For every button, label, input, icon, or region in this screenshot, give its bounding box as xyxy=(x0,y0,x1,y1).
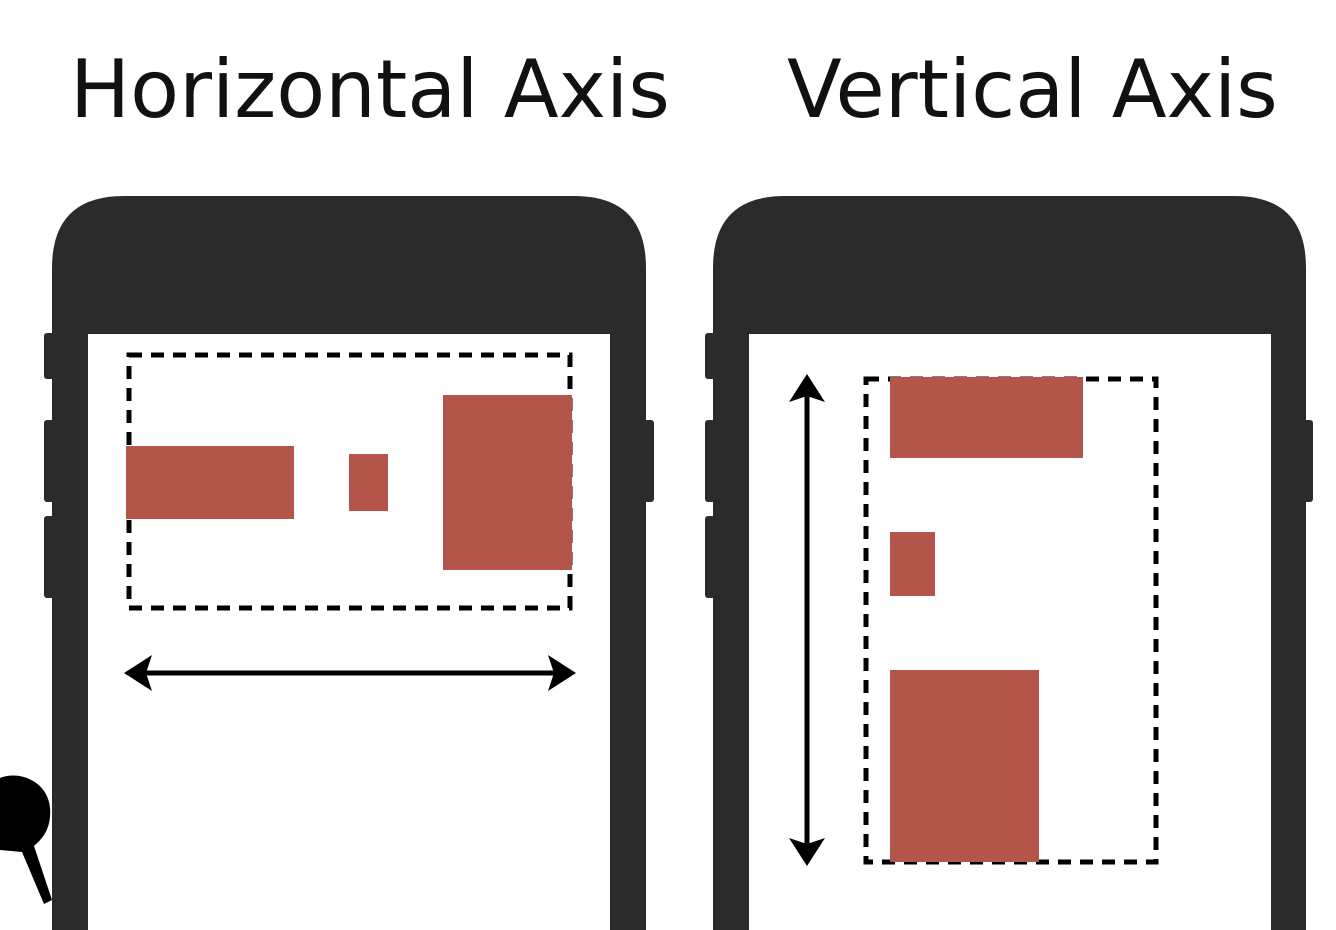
phone-side-button xyxy=(705,333,715,379)
horizontal-double-arrow xyxy=(124,655,576,691)
phone-horizontal xyxy=(44,196,654,930)
phone-side-button xyxy=(705,420,715,502)
phone-side-button xyxy=(44,516,54,598)
box-small xyxy=(349,454,388,511)
horizontal-axis-title: Horizontal Axis xyxy=(70,43,670,136)
phone-vertical xyxy=(705,196,1313,930)
box-small xyxy=(890,532,935,596)
vertical-axis-title: Vertical Axis xyxy=(787,43,1278,136)
box-large xyxy=(890,670,1039,862)
box-wide xyxy=(890,377,1083,458)
box-large xyxy=(443,395,572,570)
phone-side-button xyxy=(644,420,654,502)
phone-side-button xyxy=(44,420,54,502)
edge-shape xyxy=(0,775,52,904)
vertical-double-arrow xyxy=(789,374,825,866)
box-wide xyxy=(126,446,294,519)
phone-side-button xyxy=(705,516,715,598)
phone-side-button xyxy=(44,333,54,379)
